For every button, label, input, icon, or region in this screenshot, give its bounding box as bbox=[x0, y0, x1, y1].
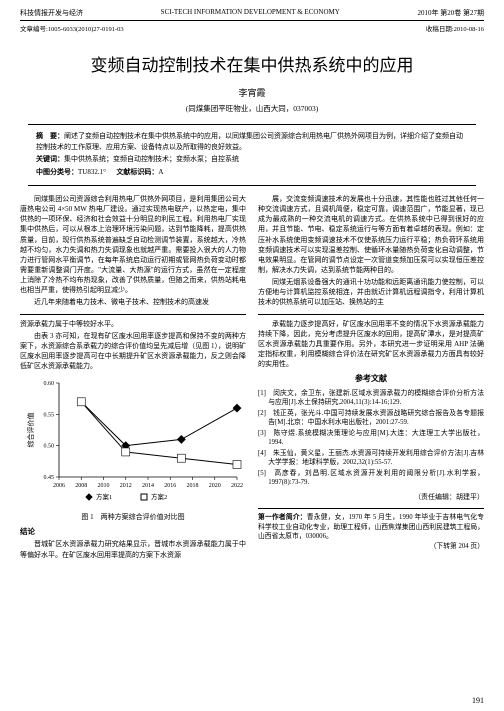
left-column: 同煤集团公司资源综合利用热电厂供热外网项目，是利用集团公司大唐热电公司 4×50… bbox=[20, 194, 246, 562]
clc-label: 中图分类号： bbox=[36, 168, 78, 176]
continued-note: （下转第 204 页） bbox=[258, 542, 484, 552]
reference-item: [2] 钱正英，张光斗.中国可持续发展水资源战略研究综合报告及各专题报告[M].… bbox=[258, 409, 484, 428]
keywords-label: 关键词： bbox=[36, 155, 64, 163]
section-divider bbox=[20, 314, 246, 315]
svg-text:2012: 2012 bbox=[120, 483, 132, 489]
references-list: [1] 闵庆文，余卫东，张建新.区域水资源承载力的模糊综合评价分析方法与应用[J… bbox=[258, 389, 484, 488]
comparison-line-chart: 0.45 0.50 0.55 0.60 2006 2008 2010 2012 2014 2016… bbox=[20, 377, 246, 507]
abstract-text: 阐述了变频自动控制技术在集中供热系统中的应用，以同煤集团公司资源综合利用热电厂供… bbox=[36, 132, 463, 151]
journal-name-cn: 科技情报开发与经济 bbox=[20, 8, 83, 18]
svg-text:2008: 2008 bbox=[75, 483, 87, 489]
svg-text:方案2: 方案2 bbox=[151, 492, 167, 501]
received-date: 收稿日期:2010-08-16 bbox=[426, 23, 484, 33]
abstract-label: 摘 要： bbox=[36, 132, 64, 140]
journal-name-en: SCI-TECH INFORMATION DEVELOPMENT & ECONO… bbox=[161, 8, 340, 18]
svg-text:综合评价值: 综合评价值 bbox=[26, 413, 35, 448]
author-name: 李宵霞 bbox=[0, 86, 504, 103]
reference-item: [1] 闵庆文，余卫东，张建新.区域水资源承载力的模糊综合评价分析方法与应用[J… bbox=[258, 389, 484, 408]
body-paragraph: 承载能力逐步提高好，矿区废水回用率不变的情况下水资源承载能力持续下降，因此，充分… bbox=[258, 319, 484, 370]
abstract-box: 摘 要：阐述了变频自动控制技术在集中供热系统中的应用，以同煤集团公司资源综合利用… bbox=[28, 124, 476, 186]
conclusion-heading: 结论 bbox=[20, 527, 246, 538]
svg-text:方案1: 方案1 bbox=[96, 492, 112, 501]
reference-item: [3] 陈守煜.系统模糊决策理论与应用[M].大连：大连理工大学出版社，1994… bbox=[258, 429, 484, 448]
svg-text:2010: 2010 bbox=[98, 483, 110, 489]
footer-rule bbox=[258, 508, 484, 509]
body-paragraph: 资源承载力属于中等较好水平。 bbox=[20, 319, 246, 329]
article-id: 文章编号:1005-6033(2010)27-0191-03 bbox=[20, 23, 124, 33]
clc-text: TU832.1° bbox=[78, 168, 106, 176]
reference-item: [5] 高彦春，刘昌明.区域水资源开发利用的阈限分析[J].水利学报，1997(… bbox=[258, 469, 484, 488]
right-column: 展，交流变频调速技术的发展也十分迅速，其性能也胜过其他任何一种交流调速方式，且调… bbox=[258, 194, 484, 562]
doccode-label: 文献标识码： bbox=[116, 168, 158, 176]
chart-caption: 图 1 两种方案综合评价值对比图 bbox=[20, 512, 246, 522]
doccode-text: A bbox=[158, 168, 163, 176]
page-number: 191 bbox=[472, 696, 484, 705]
svg-text:0.50: 0.50 bbox=[44, 444, 55, 450]
author-bio: 第一作者简介：曹永健，女，1970 年 5 月生，1990 年毕业于吉林电气化专… bbox=[258, 513, 484, 551]
body-paragraph: 由表 3 亦可知，在现有矿区废水回用率逐步提高和保持不变的两种方案下，水资源综合… bbox=[20, 331, 246, 372]
svg-text:2020: 2020 bbox=[209, 483, 221, 489]
references-heading: 参考文献 bbox=[258, 373, 484, 385]
svg-text:2006: 2006 bbox=[53, 483, 65, 489]
affiliation: (同煤集团平旺物业，山西大同，037003) bbox=[0, 103, 504, 124]
svg-text:0.45: 0.45 bbox=[44, 475, 55, 481]
section-divider bbox=[258, 314, 484, 315]
body-paragraph: 展，交流变频调速技术的发展也十分迅速，其性能也胜过其他任何一种交流调速方式，且调… bbox=[258, 194, 484, 275]
body-paragraph: 同煤无烟系设备强大的通讯十功功能和远距离通讯能力使控制，可以方便地与计算机监控系… bbox=[258, 277, 484, 307]
svg-text:0.55: 0.55 bbox=[44, 413, 55, 419]
svg-text:2022: 2022 bbox=[231, 483, 243, 489]
svg-text:2016: 2016 bbox=[164, 483, 176, 489]
editor-credit: （责任编辑：胡建平） bbox=[258, 492, 484, 502]
issue-info: 2010年 第20卷 第27期 bbox=[418, 8, 485, 18]
article-title: 变频自动控制技术在集中供热系统中的应用 bbox=[0, 35, 504, 86]
body-paragraph: 同煤集团公司资源综合利用热电厂供热外网项目，是利用集团公司大唐热电公司 4×50… bbox=[20, 194, 246, 295]
keywords-text: 集中供热系统；变频自动控制技术；变频水泵；自控系统 bbox=[64, 155, 239, 163]
reference-item: [4] 朱玉仙，黄义星，王丽杰.水资源可持续开发利用综合评价方法[J].吉林大学… bbox=[258, 449, 484, 468]
body-paragraph: 近几年来随着电力技术、微电子技术、控制技术的高速发 bbox=[20, 297, 246, 307]
bio-label: 第一作者简介： bbox=[258, 514, 307, 521]
svg-text:2018: 2018 bbox=[187, 483, 199, 489]
body-paragraph: 晋城矿区水资源承载力研究结果显示，晋城市水资源承载能力属于中等偏好水平。在矿区废… bbox=[20, 539, 246, 559]
svg-text:0.60: 0.60 bbox=[44, 381, 55, 387]
svg-text:2014: 2014 bbox=[142, 483, 154, 489]
